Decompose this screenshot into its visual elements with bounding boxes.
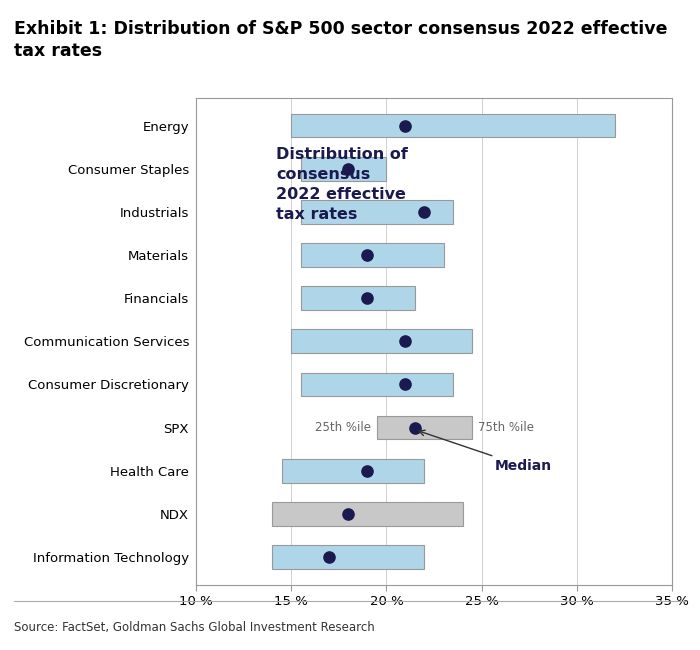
- Bar: [272, 545, 424, 569]
- Text: Source: FactSet, Goldman Sachs Global Investment Research: Source: FactSet, Goldman Sachs Global In…: [14, 621, 374, 634]
- Bar: [301, 372, 453, 396]
- Text: Distribution of
consensus
2022 effective
tax rates: Distribution of consensus 2022 effective…: [276, 147, 408, 222]
- Bar: [301, 157, 386, 181]
- Point: [400, 120, 411, 131]
- Bar: [272, 502, 463, 526]
- Bar: [291, 330, 472, 353]
- Text: 25th %ile: 25th %ile: [315, 421, 371, 434]
- Text: Exhibit 1: Distribution of S&P 500 sector consensus 2022 effective
tax rates: Exhibit 1: Distribution of S&P 500 secto…: [14, 20, 668, 60]
- Bar: [377, 415, 472, 439]
- Point: [323, 552, 335, 562]
- Point: [343, 508, 354, 519]
- Bar: [281, 459, 424, 482]
- Point: [410, 422, 421, 433]
- Point: [343, 164, 354, 174]
- Point: [362, 293, 373, 304]
- Bar: [301, 286, 415, 310]
- Bar: [301, 243, 444, 267]
- Point: [362, 250, 373, 260]
- Point: [419, 207, 430, 217]
- Point: [362, 465, 373, 476]
- Bar: [291, 114, 615, 137]
- Point: [400, 336, 411, 346]
- Text: 75th %ile: 75th %ile: [478, 421, 534, 434]
- Point: [400, 379, 411, 389]
- Bar: [301, 200, 453, 224]
- Text: Median: Median: [419, 430, 552, 473]
